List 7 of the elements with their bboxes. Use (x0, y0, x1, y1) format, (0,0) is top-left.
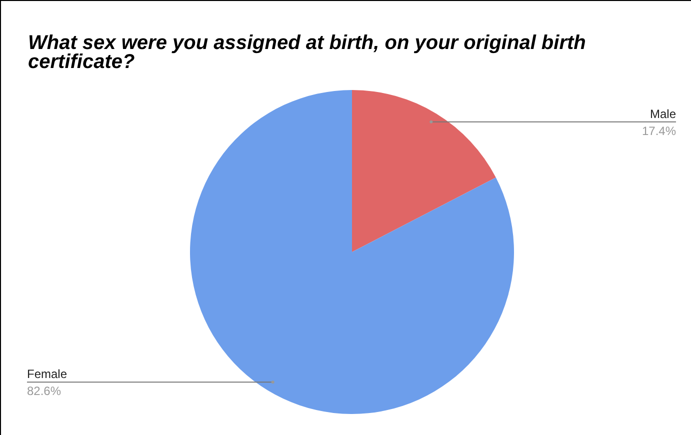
pie-slice (352, 90, 496, 252)
data-label: 82.6% (27, 384, 62, 398)
slice-label: Male (650, 106, 676, 121)
slice-label: Female (27, 367, 68, 382)
pie-slice (190, 90, 514, 414)
data-label: 17.4% (642, 124, 676, 138)
chart-title: What sex were you assigned at birth, on your original birth certificate? (28, 32, 587, 73)
